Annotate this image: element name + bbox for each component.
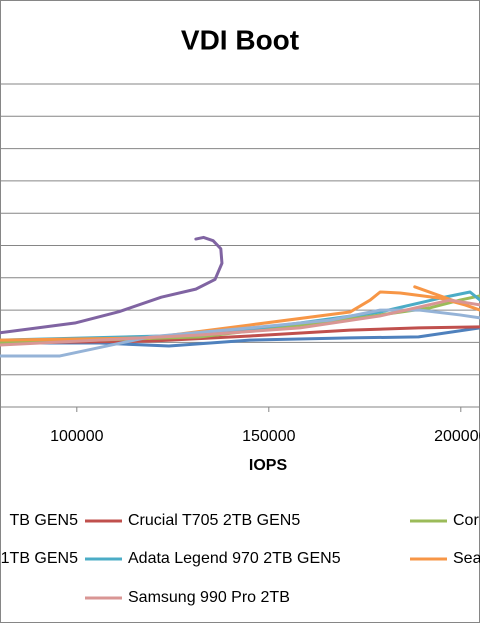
x-tick-label: 200000 <box>434 428 480 445</box>
x-tick-label: 100000 <box>50 428 103 445</box>
legend-label: Adata Legend 970 2TB GEN5 <box>128 550 341 567</box>
chart-title: VDI Boot <box>181 24 299 55</box>
series-line <box>0 298 480 347</box>
legend-label: Samsung 990 Pro 2TB <box>128 589 290 606</box>
series-line <box>0 308 480 358</box>
series-line <box>0 285 480 342</box>
legend-label: Crucial T705 2TB GEN5 <box>128 512 300 529</box>
legend-label: Cor <box>453 512 479 529</box>
legend-label: TB GEN5 <box>10 512 79 529</box>
legend-label: Sea <box>453 550 480 567</box>
x-axis-title: IOPS <box>249 457 288 474</box>
x-tick-label: 150000 <box>242 428 295 445</box>
series-line <box>0 235 224 335</box>
legend-label: 1TB GEN5 <box>1 550 78 567</box>
